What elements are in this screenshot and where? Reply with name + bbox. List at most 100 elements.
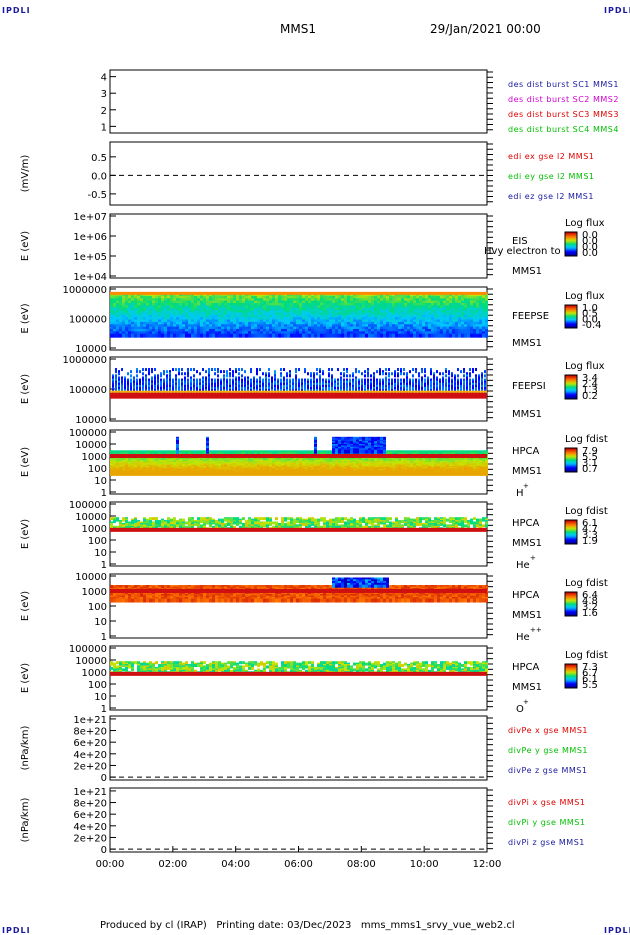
heatmap-cell [197,472,200,476]
heatmap-cell [254,334,257,338]
heatmap-cell [137,472,140,476]
heatmap-cell [214,368,216,371]
heatmap-cell [425,334,428,338]
colorbar-title: Log flux [565,361,605,372]
heatmap-cell [203,472,206,476]
heatmap-cell [220,370,222,373]
heatmap-cell [116,472,119,476]
heatmap-cell [383,334,386,338]
panel-frame [110,70,487,133]
heatmap-cell [175,368,177,371]
heatmap-cell [482,334,485,338]
heatmap-cell [452,334,455,338]
heatmap-cell [130,370,132,373]
heatmap-cell [317,334,320,338]
heatmap-cell [167,334,170,338]
heatmap-cell [166,370,168,373]
heatmap-cell [202,368,204,371]
heatmap-cell [209,334,212,338]
heatmap-cell [131,334,134,338]
heatmap-cell [119,472,122,476]
heatmap-cell [296,334,299,338]
heatmap-cell [113,472,116,476]
heatmap-cell [248,334,251,338]
heatmap-cell [328,374,330,377]
heatmap-cell [298,368,300,371]
heatmap-cell [205,370,207,373]
heatmap-cell [149,472,152,476]
heatmap-cell [185,334,188,338]
heatmap-cell [193,368,195,371]
heatmap-cell [484,374,486,377]
heatmap-cell [403,372,405,375]
heatmap-cell [181,372,183,375]
y-tick-label: 1e+06 [73,232,107,243]
heatmap-cell [170,472,173,476]
heatmap-cell [244,370,246,373]
heatmap-band [110,292,487,295]
heatmap-cell [403,368,405,371]
y-tick-label: 1000000 [62,355,107,366]
heatmap-cell [457,368,459,371]
heatmap-cell [341,334,344,338]
panel-frame [110,142,487,205]
heatmap-cell [232,374,234,377]
y-tick-label: 1 [101,122,107,133]
heatmap-cell [280,368,282,371]
heatmap-cell [215,472,218,476]
heatmap-cell [404,334,407,338]
heatmap-cell [176,334,179,338]
heatmap-cell [206,472,209,476]
heatmap-cell [176,472,179,476]
y-tick-label: 0.0 [91,171,107,182]
heatmap-cell [376,370,378,373]
heatmap-cell [226,374,228,377]
y-tick-label: 100 [88,464,107,475]
heatmap-cell [269,472,272,476]
heatmap-cell [289,374,291,377]
heatmap-cell [245,334,248,338]
heatmap-cell [335,334,338,338]
y-axis-label: (mV/m) [20,155,31,193]
heatmap-cell [331,368,333,371]
heatmap-cell [260,472,263,476]
heatmap-cell [248,472,251,476]
heatmap-cell [260,334,263,338]
heatmap-cell [178,372,180,375]
heatmap-cell [388,374,390,377]
heatmap-cell [251,472,254,476]
heatmap-cell [191,472,194,476]
heatmap-cell [230,472,233,476]
heatmap-cell [397,368,399,371]
species-label: Hvy electron to [484,246,561,257]
heatmap-cell [182,472,185,476]
heatmap-cell [476,334,479,338]
heatmap-cell [445,370,447,373]
heatmap-cell [463,370,465,373]
heatmap-cell [415,370,417,373]
y-tick-label: 2 [101,106,107,117]
heatmap-cell [122,334,125,338]
heatmap-cell [391,372,393,375]
heatmap-cell [227,472,230,476]
heatmap-cell [304,370,306,373]
heatmap-cell [395,334,398,338]
heatmap-cell [356,334,359,338]
heatmap-cell [218,334,221,338]
heatmap-cell [320,334,323,338]
y-tick-label: 1000000 [62,285,107,296]
heatmap-cell [185,472,188,476]
heatmap-cell [137,334,140,338]
heatmap-cell [337,368,339,371]
heatmap-cell [284,334,287,338]
heatmap-cell [413,334,416,338]
heatmap-cell [152,334,155,338]
heatmap-cell [227,334,230,338]
heatmap-cell [299,334,302,338]
y-axis-label: E (eV) [20,447,31,477]
heatmap-cell [455,334,458,338]
heatmap-cell [388,368,390,371]
instrument-label: FEEPSE [512,311,549,322]
heatmap-cell [118,372,120,375]
